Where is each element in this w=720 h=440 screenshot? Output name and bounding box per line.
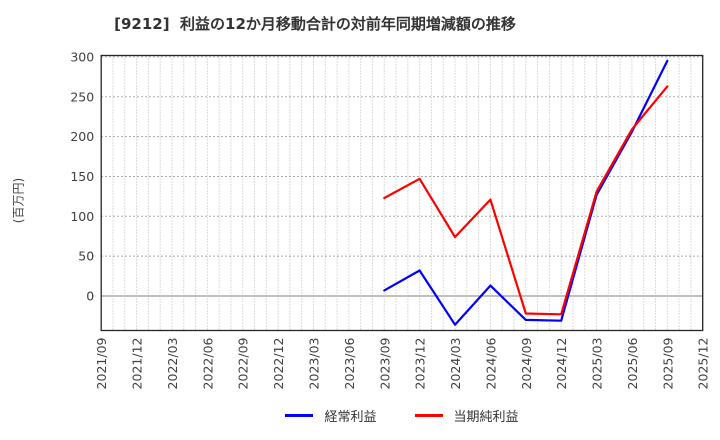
series-line-1 — [383, 85, 669, 316]
legend-label-ordinary-profit: 経常利益 — [324, 409, 377, 425]
legend: 経常利益 当期純利益 — [101, 404, 703, 426]
x-tick-label: 2024/12 — [554, 338, 569, 390]
x-tick-label: 2022/03 — [165, 338, 180, 390]
x-tick-label: 2022/09 — [236, 337, 251, 389]
x-tick-label: 2021/12 — [130, 338, 145, 390]
y-tick-label: 200 — [70, 129, 94, 144]
x-tick-label: 2024/03 — [448, 338, 463, 390]
y-tick-label: 300 — [70, 49, 94, 64]
x-tick-label: 2022/12 — [271, 338, 286, 390]
x-tick-label: 2024/06 — [483, 337, 498, 389]
legend-item-ordinary-profit: 経常利益 — [285, 406, 377, 425]
x-tick-label: 2021/09 — [94, 337, 109, 389]
y-tick-label: 0 — [86, 289, 94, 304]
y-tick-label: 100 — [70, 209, 94, 224]
x-tick-label: 2023/09 — [377, 337, 392, 389]
y-tick-label: 50 — [78, 249, 94, 264]
x-tick-label: 2023/06 — [342, 337, 357, 389]
y-tick-label: 150 — [70, 169, 94, 184]
red-line-swatch-icon — [414, 413, 443, 417]
x-tick-label: 2025/12 — [696, 338, 711, 390]
series-line-0 — [383, 59, 669, 326]
x-tick-label: 2024/09 — [519, 337, 534, 389]
x-tick-label: 2025/09 — [660, 337, 675, 389]
x-tick-label: 2023/03 — [306, 338, 321, 390]
legend-label-net-profit: 当期純利益 — [453, 409, 519, 425]
blue-line-swatch-icon — [285, 413, 314, 417]
x-tick-label: 2025/06 — [625, 337, 640, 389]
x-tick-label: 2022/06 — [200, 337, 215, 389]
chart-title: [9212] 利益の12か月移動合計の対前年同期増減額の推移 — [114, 15, 516, 33]
x-tick-label: 2025/03 — [590, 338, 605, 390]
legend-item-net-profit: 当期純利益 — [414, 406, 519, 425]
x-tick-label: 2023/12 — [413, 338, 428, 390]
y-tick-label: 250 — [70, 89, 94, 104]
plot-border — [100, 54, 704, 332]
